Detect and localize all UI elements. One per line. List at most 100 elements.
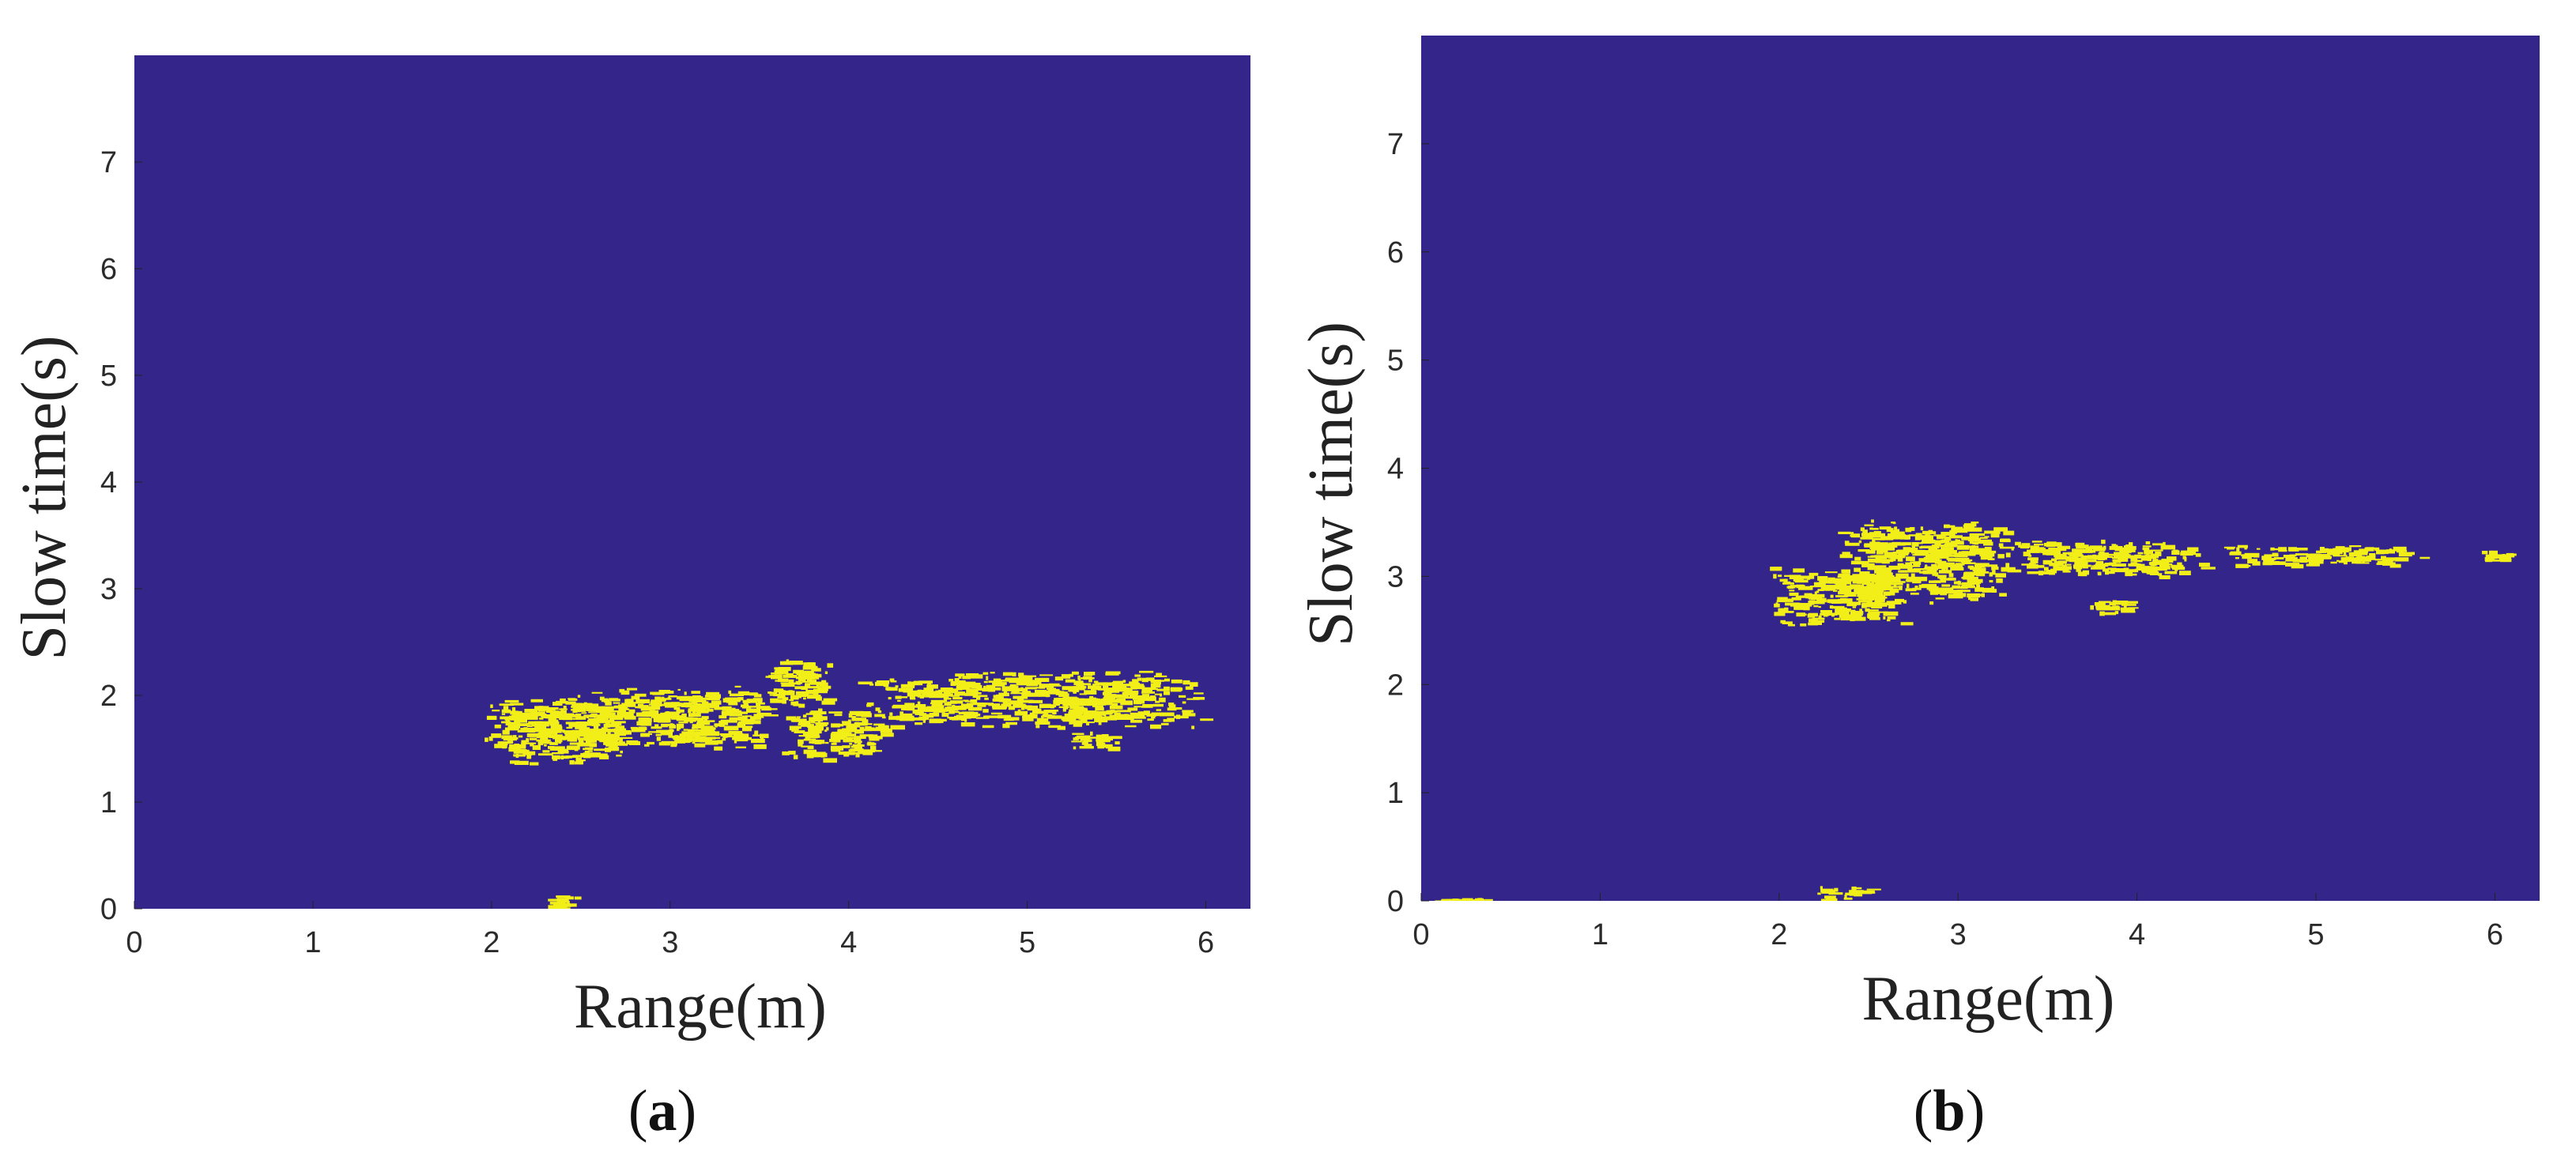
detection-pixel [2309,556,2321,561]
detection-pixel [823,698,838,702]
detection-pixel [1131,684,1145,687]
detection-pixel [511,707,516,711]
detection-pixel [1200,718,1214,721]
detection-pixel [1967,527,1982,532]
detection-pixel [696,722,702,726]
detection-pixel [571,714,576,717]
detection-pixel [1050,706,1054,709]
detection-pixel [728,703,738,706]
detection-pixel [827,663,834,668]
detection-pixel [1160,712,1175,717]
detection-pixel [1001,703,1012,707]
plot-area [1421,36,2540,901]
detection-pixel [741,715,748,720]
detection-pixel [492,735,501,738]
detection-pixel [1133,699,1142,705]
detection-pixel [2030,545,2039,551]
detection-pixel [1850,534,1858,537]
detection-pixel [1841,574,1849,579]
detection-pixel [688,696,703,700]
detection-pixel [982,689,994,692]
detection-pixel [854,722,868,726]
detection-pixel [1963,576,1968,580]
detection-pixel [2098,552,2110,557]
detection-pixel [1782,582,1794,585]
detection-pixel [2116,547,2132,551]
detection-pixel [565,701,576,705]
detection-pixel [854,717,859,720]
detection-pixel [1843,897,1853,900]
detection-region [1071,731,1122,752]
detection-pixel [703,736,716,740]
detection-pixel [1103,688,1113,693]
detection-pixel [803,662,816,667]
detection-pixel [2261,556,2272,560]
detection-pixel [1813,582,1826,586]
detection-pixel [1884,571,1889,574]
detection-pixel [1893,554,1906,557]
detection-pixel [780,690,795,695]
detection-pixel [2101,539,2106,544]
detection-pixel [1073,686,1087,689]
y-axis-label: Slow time(s) [9,335,79,660]
detection-pixel [1153,703,1164,707]
detection-pixel [2309,560,2317,565]
detection-pixel [741,725,753,728]
detection-pixel [1069,706,1084,710]
detection-pixel [2130,573,2137,576]
detection-pixel [815,741,825,744]
detection-pixel [956,685,967,690]
detection-pixel [749,720,761,725]
detection-pixel [579,725,587,728]
detection-pixel [692,741,696,744]
detection-pixel [603,698,609,703]
detection-pixel [1851,586,1866,589]
detection-pixel [1054,698,1060,702]
detection-pixel [547,735,559,738]
detection-pixel [1881,559,1890,564]
detection-pixel [1039,703,1051,709]
detection-pixel [1945,567,1948,571]
detection-pixel [580,759,586,762]
detection-pixel [2244,552,2260,556]
y-tick-label: 0 [100,893,117,926]
detection-pixel [798,678,806,682]
detection-pixel [1870,533,1876,538]
detection-pixel [2154,567,2162,571]
detection-pixel [1956,544,1970,550]
detection-pixel [549,742,558,745]
detection-pixel [1884,552,1897,556]
detection-pixel [996,694,1007,697]
detection-pixel [1859,571,1870,576]
detection-pixel [601,706,613,708]
detection-pixel [963,715,977,718]
detection-pixel [1049,683,1060,686]
detection-pixel [490,704,493,708]
detection-pixel [1860,890,1875,893]
detection-pixel [1168,704,1176,708]
detection-pixel [988,680,1002,683]
detection-pixel [2359,548,2367,552]
detection-pixel [1874,578,1880,582]
detection-pixel [1818,615,1822,619]
detection-pixel [1043,710,1056,714]
detection-pixel [2125,554,2131,559]
detection-pixel [1935,597,1944,600]
detection-pixel [1014,710,1028,716]
detection-pixel [690,708,700,711]
detection-pixel [1808,612,1818,617]
detection-pixel [904,703,915,708]
detection-pixel [1924,566,1937,570]
detection-pixel [1869,589,1876,593]
detection-pixel [2130,558,2138,562]
detection-pixel [574,705,587,710]
detection-pixel [642,733,650,735]
detection-pixel [890,725,905,730]
detection-pixel [1879,526,1891,530]
detection-pixel [702,725,714,729]
detection-pixel [2020,545,2030,549]
detection-pixel [505,718,510,723]
detection-pixel [2252,560,2256,563]
detection-pixel [770,698,779,700]
detection-pixel [676,723,685,729]
